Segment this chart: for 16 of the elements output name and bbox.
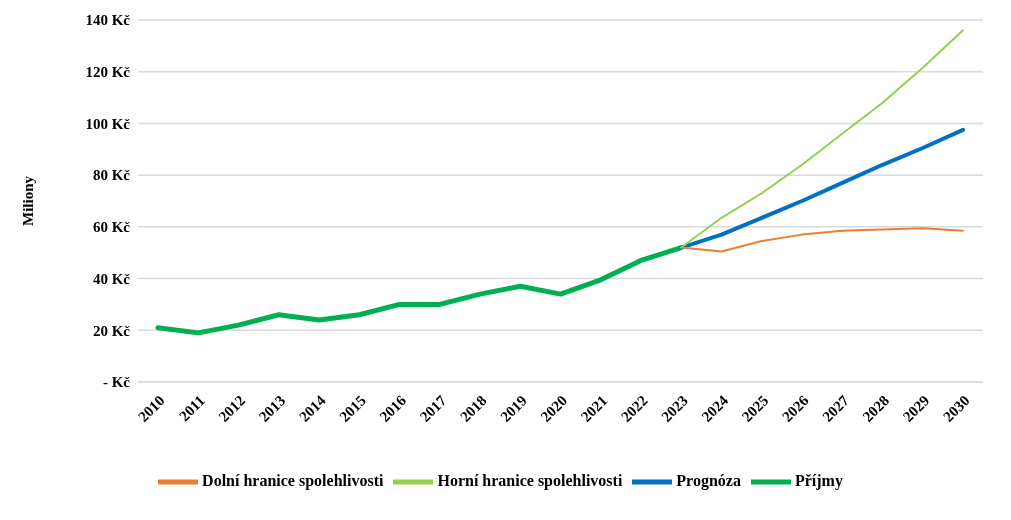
legend-label: Dolní hranice spolehlivosti	[202, 471, 384, 489]
y-tick-label: 100 Kč	[85, 115, 131, 132]
y-tick-label: 40 Kč	[92, 270, 131, 287]
line-series	[680, 227, 964, 253]
y-tick-label: 60 Kč	[92, 219, 131, 236]
y-tick-label: 140 Kč	[85, 12, 131, 29]
line-series	[679, 127, 965, 250]
legend-label: Příjmy	[794, 471, 843, 489]
y-axis-title: Miliony	[20, 175, 37, 227]
legend-label: Horní hranice spolehlivosti	[437, 471, 623, 489]
line-series	[680, 29, 964, 249]
y-tick-label: - Kč	[102, 374, 131, 391]
y-tick-label: 120 Kč	[85, 64, 131, 81]
y-tick-label: 20 Kč	[92, 322, 131, 339]
y-tick-label: 80 Kč	[92, 167, 131, 184]
legend-label: Prognóza	[676, 471, 741, 489]
